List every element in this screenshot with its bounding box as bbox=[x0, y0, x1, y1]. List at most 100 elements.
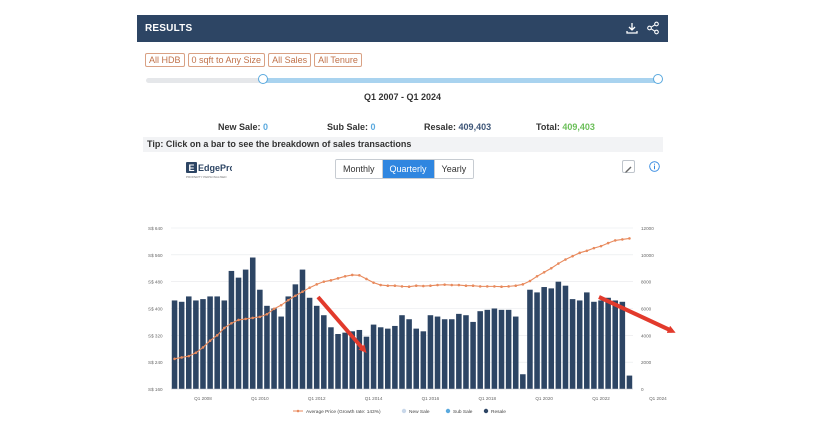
resale-bar[interactable] bbox=[619, 301, 626, 389]
resale-bar[interactable] bbox=[520, 374, 526, 389]
period-yearly[interactable]: Yearly bbox=[433, 160, 474, 178]
filter-chip-tenure[interactable]: All Tenure bbox=[314, 53, 362, 67]
average-price-point[interactable] bbox=[343, 275, 347, 278]
average-price-point[interactable] bbox=[258, 315, 262, 319]
resale-bar[interactable] bbox=[363, 336, 370, 389]
average-price-point[interactable] bbox=[201, 346, 205, 349]
resale-bar[interactable] bbox=[171, 300, 178, 389]
resale-bar[interactable] bbox=[321, 315, 327, 389]
resale-bar[interactable] bbox=[548, 288, 555, 389]
resale-bar[interactable] bbox=[484, 309, 491, 389]
resale-bar[interactable] bbox=[541, 287, 547, 389]
average-price-point[interactable] bbox=[493, 285, 496, 288]
average-price-point[interactable] bbox=[393, 284, 397, 287]
average-price-point[interactable] bbox=[230, 321, 233, 325]
average-price-point[interactable] bbox=[478, 285, 482, 288]
resale-bar[interactable] bbox=[505, 309, 512, 389]
resale-bar[interactable] bbox=[278, 316, 284, 389]
resale-bar[interactable] bbox=[193, 300, 199, 389]
average-price-point[interactable] bbox=[628, 237, 631, 240]
resale-bar[interactable] bbox=[463, 315, 469, 389]
average-price-point[interactable] bbox=[173, 357, 176, 361]
average-price-point[interactable] bbox=[315, 283, 319, 286]
resale-bar[interactable] bbox=[434, 316, 441, 389]
resale-bar[interactable] bbox=[264, 305, 270, 389]
average-price-point[interactable] bbox=[322, 280, 326, 283]
resale-bar[interactable] bbox=[292, 284, 299, 389]
legend-label[interactable]: New Sale bbox=[409, 409, 430, 415]
average-price-point[interactable] bbox=[386, 284, 390, 287]
resale-bar[interactable] bbox=[576, 300, 583, 389]
share-icon[interactable] bbox=[645, 20, 661, 36]
period-monthly[interactable]: Monthly bbox=[336, 160, 382, 178]
average-price-point[interactable] bbox=[507, 285, 510, 288]
resale-bar[interactable] bbox=[271, 308, 277, 390]
average-price-point[interactable] bbox=[450, 283, 454, 287]
resale-bar[interactable] bbox=[214, 296, 220, 389]
average-price-point[interactable] bbox=[528, 279, 532, 283]
average-price-point[interactable] bbox=[286, 298, 290, 302]
legend-label[interactable]: Resale bbox=[491, 409, 506, 415]
average-price-point[interactable] bbox=[429, 284, 432, 287]
resale-bar[interactable] bbox=[569, 299, 576, 389]
resale-bar[interactable] bbox=[306, 297, 313, 389]
resale-bar[interactable] bbox=[249, 257, 256, 389]
average-price-point[interactable] bbox=[514, 284, 518, 287]
average-price-point[interactable] bbox=[244, 317, 247, 321]
filter-chip-hdb[interactable]: All HDB bbox=[145, 53, 185, 67]
range-end-handle[interactable] bbox=[653, 74, 663, 84]
average-price-point[interactable] bbox=[308, 286, 311, 290]
average-price-point[interactable] bbox=[535, 275, 539, 278]
average-price-point[interactable] bbox=[208, 339, 212, 343]
resale-bar[interactable] bbox=[356, 329, 363, 389]
resale-bar[interactable] bbox=[392, 325, 398, 389]
resale-bar[interactable] bbox=[626, 375, 633, 389]
average-price-point[interactable] bbox=[237, 318, 240, 322]
average-price-point[interactable] bbox=[578, 251, 581, 255]
resale-bar[interactable] bbox=[612, 300, 619, 389]
legend-label[interactable]: Average Price (Growth rate: 143%) bbox=[306, 409, 381, 415]
average-price-point[interactable] bbox=[592, 246, 596, 250]
resale-bar[interactable] bbox=[527, 289, 533, 389]
period-quarterly[interactable]: Quarterly bbox=[381, 160, 434, 178]
resale-bar[interactable] bbox=[413, 328, 419, 389]
average-price-point[interactable] bbox=[272, 307, 276, 311]
resale-bar[interactable] bbox=[555, 281, 562, 389]
average-price-point[interactable] bbox=[585, 249, 589, 253]
average-price-point[interactable] bbox=[500, 285, 503, 288]
resale-bar[interactable] bbox=[185, 296, 192, 389]
legend-label[interactable]: Sub Sale bbox=[453, 409, 473, 415]
resale-bar[interactable] bbox=[399, 315, 405, 389]
average-price-point[interactable] bbox=[422, 284, 425, 288]
average-price-point[interactable] bbox=[379, 283, 382, 287]
resale-bar[interactable] bbox=[420, 331, 427, 389]
resale-bar[interactable] bbox=[228, 270, 235, 389]
resale-bar[interactable] bbox=[512, 316, 519, 389]
average-price-point[interactable] bbox=[251, 316, 255, 320]
filter-chip-size[interactable]: 0 sqft to Any Size bbox=[187, 53, 266, 67]
resale-bar[interactable] bbox=[299, 269, 306, 389]
average-price-point[interactable] bbox=[215, 334, 219, 337]
average-price-point[interactable] bbox=[549, 266, 553, 270]
average-price-point[interactable] bbox=[521, 283, 525, 286]
resale-bar[interactable] bbox=[498, 309, 505, 389]
average-price-point[interactable] bbox=[358, 273, 361, 277]
average-price-point[interactable] bbox=[471, 284, 475, 287]
average-price-point[interactable] bbox=[443, 283, 446, 286]
average-price-point[interactable] bbox=[571, 254, 574, 258]
average-price-point[interactable] bbox=[464, 284, 468, 287]
resale-bar[interactable] bbox=[534, 292, 540, 389]
resale-bar[interactable] bbox=[591, 301, 597, 389]
average-price-point[interactable] bbox=[336, 277, 340, 280]
resale-bar[interactable] bbox=[285, 296, 292, 389]
average-price-point[interactable] bbox=[542, 270, 546, 274]
resale-bar[interactable] bbox=[328, 327, 334, 389]
average-price-point[interactable] bbox=[223, 326, 226, 330]
resale-bar[interactable] bbox=[178, 301, 185, 389]
resale-bar[interactable] bbox=[370, 324, 377, 389]
average-price-point[interactable] bbox=[365, 277, 368, 281]
resale-bar[interactable] bbox=[221, 300, 228, 389]
resale-bar[interactable] bbox=[377, 327, 384, 389]
average-price-point[interactable] bbox=[606, 241, 610, 245]
average-price-point[interactable] bbox=[621, 238, 624, 241]
